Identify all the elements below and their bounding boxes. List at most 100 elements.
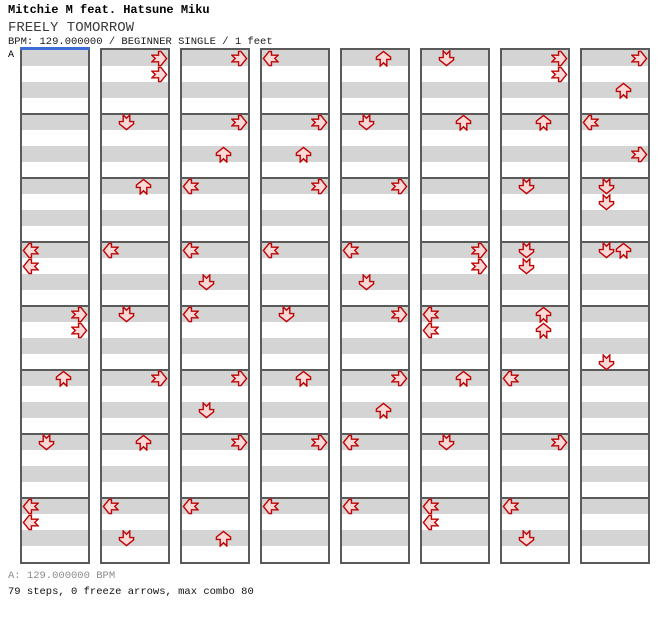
beat-stripe [102, 306, 168, 322]
beat-stripe [182, 66, 248, 82]
beat-stripe [422, 466, 488, 482]
arrow-right-icon [631, 50, 648, 67]
arrow-right-icon [631, 146, 648, 163]
arrow-left-icon [22, 258, 39, 275]
beat-stripe [342, 50, 408, 66]
beat-stripe [102, 450, 168, 466]
chart-info-line: BPM: 129.000000 / BEGINNER SINGLE / 1 fe… [8, 36, 273, 48]
measure-separator [182, 177, 248, 179]
measure-separator [22, 305, 88, 307]
beat-stripe [22, 66, 88, 82]
measure-separator [102, 369, 168, 371]
measure-separator [22, 241, 88, 243]
measure-separator [182, 113, 248, 115]
beat-stripe [262, 466, 328, 482]
beat-stripe [422, 418, 488, 434]
arrow-down-icon [598, 353, 615, 371]
measure-separator [422, 305, 488, 307]
beat-stripe [502, 482, 568, 498]
beat-stripe [262, 530, 328, 546]
beat-stripe [342, 322, 408, 338]
arrow-up-icon [295, 370, 312, 387]
beat-stripe [422, 370, 488, 386]
arrow-down-icon [358, 113, 375, 131]
beat-stripe [262, 274, 328, 290]
beat-stripe [582, 498, 648, 514]
beat-stripe [262, 450, 328, 466]
bpm-marker-line [20, 47, 90, 50]
beat-stripe [502, 82, 568, 98]
measure-separator [422, 369, 488, 371]
arrow-down-icon [598, 241, 615, 259]
beat-stripe [262, 306, 328, 322]
beat-stripe [502, 98, 568, 114]
beat-stripe [22, 194, 88, 210]
measure-separator [342, 113, 408, 115]
beat-stripe [342, 450, 408, 466]
beat-stripe [102, 514, 168, 530]
beat-stripe [582, 530, 648, 546]
beat-stripe [182, 98, 248, 114]
beat-stripe [342, 418, 408, 434]
beat-stripe [102, 210, 168, 226]
beat-stripe [262, 402, 328, 418]
arrow-right-icon [151, 66, 168, 83]
measure-separator [582, 241, 648, 243]
beat-stripe [182, 210, 248, 226]
measure-separator [102, 113, 168, 115]
beat-stripe [262, 226, 328, 242]
measure-separator [582, 497, 648, 499]
measure-separator [422, 241, 488, 243]
beat-stripe [102, 386, 168, 402]
arrow-down-icon [118, 529, 135, 547]
beat-stripe [582, 370, 648, 386]
beat-stripe [182, 146, 248, 162]
measure-separator [502, 241, 568, 243]
beat-stripe [262, 146, 328, 162]
measure-separator [502, 113, 568, 115]
beat-stripe [262, 130, 328, 146]
beat-stripe [262, 82, 328, 98]
beat-stripe [22, 434, 88, 450]
beat-stripe [262, 258, 328, 274]
beat-stripe [182, 82, 248, 98]
beat-stripe [342, 338, 408, 354]
beat-stripe [582, 354, 648, 370]
beat-stripe [102, 146, 168, 162]
beat-stripe [262, 290, 328, 306]
measure-separator [262, 241, 328, 243]
measure-column [100, 48, 170, 564]
measure-separator [182, 497, 248, 499]
arrow-left-icon [182, 178, 199, 195]
beat-stripe [502, 178, 568, 194]
beat-stripe [502, 322, 568, 338]
measure-separator [502, 369, 568, 371]
beat-stripe [102, 322, 168, 338]
footer-bpm-marker: A: 129.000000 BPM [8, 570, 116, 582]
beat-stripe [502, 242, 568, 258]
beat-stripe [22, 82, 88, 98]
beat-stripe [582, 466, 648, 482]
beat-stripe [502, 274, 568, 290]
beat-stripe [502, 306, 568, 322]
measure-separator [502, 177, 568, 179]
beat-stripe [182, 258, 248, 274]
beat-stripe [582, 546, 648, 562]
arrow-right-icon [231, 370, 248, 387]
beat-stripe [262, 98, 328, 114]
beat-stripe [502, 354, 568, 370]
measure-separator [342, 241, 408, 243]
beat-stripe [262, 386, 328, 402]
arrow-down-icon [198, 401, 215, 419]
measure-separator [22, 369, 88, 371]
beat-stripe [422, 50, 488, 66]
arrow-up-icon [615, 82, 632, 99]
beat-stripe [342, 402, 408, 418]
beat-stripe [342, 66, 408, 82]
arrow-left-icon [182, 498, 199, 515]
measure-separator [102, 433, 168, 435]
beat-stripe [342, 82, 408, 98]
beat-stripe [582, 306, 648, 322]
measure-separator [342, 497, 408, 499]
arrow-left-icon [102, 242, 119, 259]
